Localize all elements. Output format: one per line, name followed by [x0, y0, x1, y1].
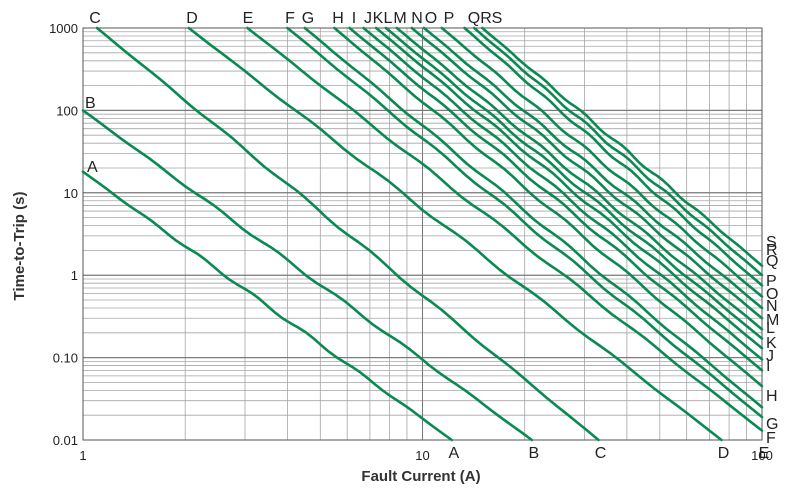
x-tick-label: 1	[79, 448, 86, 463]
y-tick-label: 1000	[49, 21, 78, 36]
curve-label-bottom-e: E	[759, 445, 770, 462]
curve-h	[333, 26, 764, 388]
curve-label-right-f: F	[766, 430, 776, 447]
curve-b	[81, 109, 534, 442]
curve-label-top-q: Q	[468, 10, 480, 27]
curve-label-right-n: N	[766, 298, 778, 315]
x-tick-label: 100	[751, 448, 773, 463]
curve-label-top-c: C	[89, 10, 101, 27]
curve-label-right-s: S	[766, 234, 777, 251]
x-axis-title: Fault Current (A)	[361, 468, 480, 485]
curve-label-right-o: O	[766, 286, 778, 303]
curve-label-top-h: H	[332, 10, 344, 27]
tick-labels: 1 10 100 1000 100 10 1 0.10 0.01	[49, 21, 773, 463]
y-tick-label: 0.01	[53, 433, 78, 448]
curve-e	[246, 26, 764, 432]
curve-label-top-f: F	[285, 10, 295, 27]
curve-l	[384, 26, 764, 340]
curve-label-right-h: H	[766, 388, 778, 405]
curve-o	[422, 26, 764, 310]
curve-label-bottom-c: C	[595, 445, 607, 462]
curve-c	[95, 26, 600, 442]
y-tick-label: 0.10	[53, 351, 78, 366]
plot-frame	[82, 27, 763, 441]
curve-label-top-p: P	[444, 10, 455, 27]
curve-n	[410, 26, 764, 320]
curve-m	[395, 26, 764, 331]
curve-label-top-i: I	[352, 10, 356, 27]
curve-d	[187, 26, 723, 442]
curve-label-bottom-d: D	[718, 445, 730, 462]
curve-label-left-a: A	[87, 159, 98, 176]
curve-label-bottom-b: B	[529, 445, 540, 462]
curve-label-top-n: N	[411, 10, 423, 27]
curves-layer	[81, 26, 764, 442]
curve-label-top-d: D	[186, 10, 198, 27]
curve-label-left-b: B	[85, 95, 96, 112]
curve-label-right-l: L	[766, 320, 775, 337]
y-axis-title: Time-to-Trip (s)	[11, 192, 28, 301]
curve-label-right-m: M	[766, 312, 779, 329]
y-tick-label: 100	[56, 103, 78, 118]
curve-label-top-j: J	[364, 10, 372, 27]
curve-a	[81, 170, 454, 442]
curve-label-right-i: I	[766, 358, 770, 375]
curve-k	[374, 26, 764, 350]
curve-f	[286, 26, 764, 419]
curve-label-right-r: R	[766, 242, 778, 259]
curve-q	[463, 26, 764, 287]
y-tick-label: 10	[64, 186, 78, 201]
curve-label-top-e: E	[243, 10, 254, 27]
curve-label-right-p: P	[766, 273, 777, 290]
curve-label-top-l: L	[384, 10, 393, 27]
curve-label-bottom-a: A	[448, 445, 459, 462]
curve-label-top-g: G	[302, 10, 314, 27]
curve-label-top-s: S	[492, 10, 503, 27]
curve-label-right-q: Q	[766, 253, 778, 270]
curve-label-right-j: J	[766, 348, 774, 365]
curve-label-top-r: R	[480, 10, 492, 27]
curve-g	[303, 26, 764, 409]
curve-label-right-g: G	[766, 416, 778, 433]
curve-r	[472, 26, 764, 277]
x-tick-label: 10	[415, 448, 429, 463]
curve-p	[440, 26, 764, 298]
curve-s	[481, 26, 764, 268]
curve-j	[362, 26, 764, 361]
curve-label-top-m: M	[393, 10, 406, 27]
curve-label-top-o: O	[425, 10, 437, 27]
curve-i	[348, 26, 764, 372]
y-tick-label: 1	[71, 268, 78, 283]
curve-label-right-k: K	[766, 335, 777, 352]
curve-label-top-k: K	[373, 10, 384, 27]
